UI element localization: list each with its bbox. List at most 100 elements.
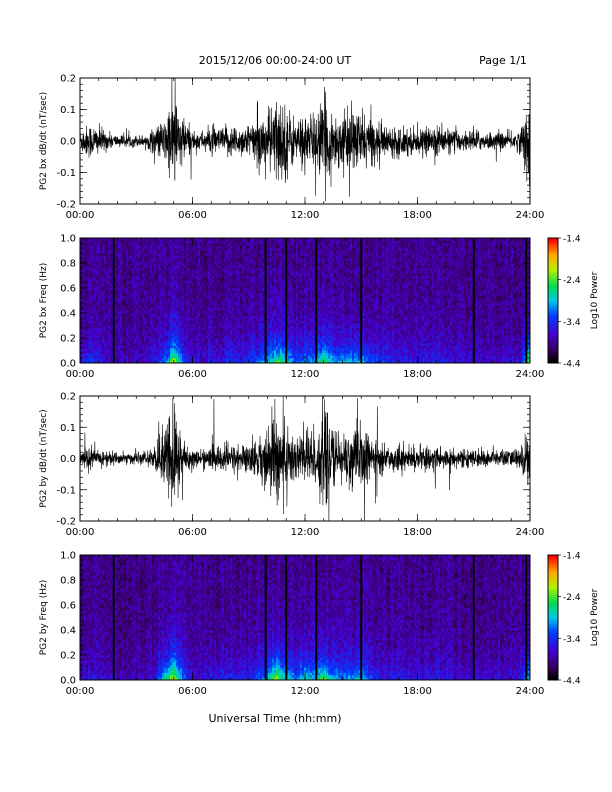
spectrogram-cell [100, 261, 102, 264]
spectrogram-cell [122, 306, 124, 309]
spectrogram-cell [190, 276, 192, 279]
spectrogram-cell [270, 283, 272, 286]
spectrogram-cell [208, 276, 210, 279]
spectrogram-cell [220, 333, 222, 336]
spectrogram-cell [222, 311, 224, 314]
spectrogram-cell [262, 298, 264, 301]
spectrogram-cell [198, 338, 200, 341]
spectrogram-cell [106, 338, 108, 341]
spectrogram-cell [172, 326, 174, 329]
spectrogram-cell [96, 346, 98, 349]
spectrogram-cell [148, 303, 150, 306]
spectrogram-cell [126, 296, 128, 299]
spectrogram-cell [140, 348, 142, 351]
spectrogram-cell [98, 281, 100, 284]
spectrogram-cell [144, 348, 146, 351]
spectrogram-cell [260, 341, 262, 344]
spectrogram-cell [172, 348, 174, 351]
spectrogram-cell [220, 338, 222, 341]
spectrogram-cell [132, 301, 134, 304]
spectrogram-cell [232, 351, 234, 354]
spectrogram-cell [236, 276, 238, 279]
spectrogram-cell [190, 243, 192, 246]
spectrogram-cell [192, 268, 194, 271]
spectrogram-cell [180, 343, 182, 346]
spectrogram-cell [204, 333, 206, 336]
spectrogram-cell [204, 273, 206, 276]
spectrogram-cell [198, 308, 200, 311]
spectrogram-cell [134, 298, 136, 301]
spectrogram-cell [174, 283, 176, 286]
spectrogram-cell [210, 248, 212, 251]
spectrogram-cell [126, 353, 128, 356]
spectrogram-cell [168, 293, 170, 296]
spectrogram-cell [268, 273, 270, 276]
spectrogram-cell [222, 281, 224, 284]
spectrogram-cell [92, 341, 94, 344]
spectrogram-cell [228, 303, 230, 306]
spectrogram-cell [166, 271, 168, 274]
spectrogram-cell [82, 333, 84, 336]
spectrogram-cell [172, 281, 174, 284]
spectrogram-cell [90, 268, 92, 271]
spectrogram-cell [88, 323, 90, 326]
spectrogram-cell [152, 276, 154, 279]
spectrogram-cell [126, 251, 128, 254]
spectrogram-cell [212, 313, 214, 316]
spectrogram-cell [130, 268, 132, 271]
spectrogram-cell [110, 336, 112, 339]
spectrogram-cell [166, 258, 168, 261]
spectrogram-cell [138, 268, 140, 271]
spectrogram-cell [250, 318, 252, 321]
spectrogram-cell [166, 256, 168, 259]
spectrogram-cell [92, 263, 94, 266]
spectrogram-cell [186, 276, 188, 279]
spectrogram-cell [210, 343, 212, 346]
spectrogram-cell [150, 306, 152, 309]
spectrogram-cell [120, 343, 122, 346]
spectrogram-cell [192, 253, 194, 256]
spectrogram-cell [188, 338, 190, 341]
spectrogram-cell [134, 293, 136, 296]
spectrogram-cell [122, 318, 124, 321]
spectrogram-cell [198, 246, 200, 249]
spectrogram-cell [174, 296, 176, 299]
spectrogram-cell [172, 273, 174, 276]
spectrogram-cell [106, 276, 108, 279]
spectrogram-cell [94, 251, 96, 254]
spectrogram-cell [208, 323, 210, 326]
spectrogram-cell [236, 288, 238, 291]
spectrogram-cell [144, 346, 146, 349]
spectrogram-cell [174, 261, 176, 264]
spectrogram-cell [106, 273, 108, 276]
spectrogram-cell [116, 321, 118, 324]
spectrogram-cell [190, 251, 192, 254]
spectrogram-cell [258, 248, 260, 251]
spectrogram-cell [250, 323, 252, 326]
spectrogram-cell [190, 346, 192, 349]
spectrogram-cell [184, 253, 186, 256]
spectrogram-cell [96, 328, 98, 331]
spectrogram-cell [236, 321, 238, 324]
spectrogram-cell [186, 253, 188, 256]
spectrogram-cell [188, 311, 190, 314]
spectrogram-cell [122, 283, 124, 286]
spectrogram-cell [96, 323, 98, 326]
spectrogram-cell [166, 276, 168, 279]
spectrogram-cell [270, 336, 272, 339]
spectrogram-cell [258, 296, 260, 299]
spectrogram-cell [194, 326, 196, 329]
spectrogram-cell [216, 306, 218, 309]
spectrogram-cell [190, 271, 192, 274]
spectrogram-cell [272, 291, 274, 294]
spectrogram-cell [108, 251, 110, 254]
spectrogram-cell [156, 243, 158, 246]
spectrogram-cell [262, 253, 264, 256]
spectrogram-cell [84, 346, 86, 349]
spectrogram-cell [150, 243, 152, 246]
spectrogram-cell [128, 263, 130, 266]
spectrogram-cell [232, 296, 234, 299]
spectrogram-cell [182, 243, 184, 246]
spectrogram-cell [252, 263, 254, 266]
spectrogram-cell [250, 271, 252, 274]
